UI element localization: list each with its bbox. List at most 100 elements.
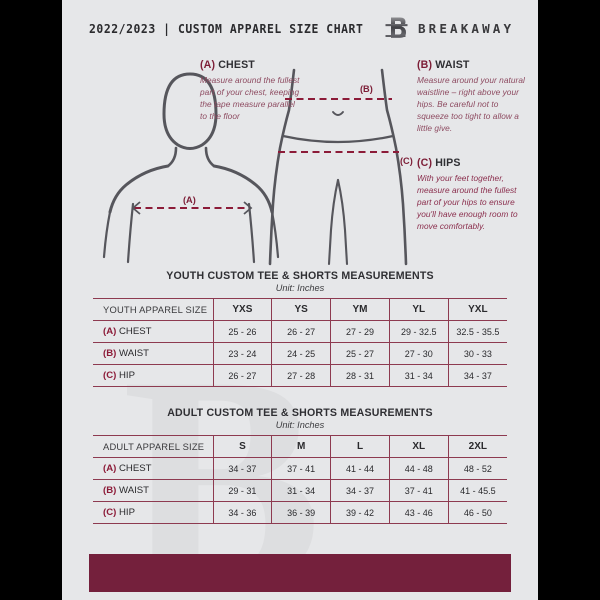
youth-row-hip-tag: (C) bbox=[103, 370, 117, 381]
adult-label-header: ADULT APPAREL SIZE bbox=[93, 435, 214, 458]
table-row: (C) HIP 26 - 27 27 - 28 28 - 31 31 - 34 … bbox=[93, 364, 507, 387]
adult-section-title: ADULT CUSTOM TEE & SHORTS MEASUREMENTS bbox=[167, 407, 433, 419]
adult-hip-xl: 43 - 46 bbox=[389, 501, 449, 524]
chest-measure-line bbox=[131, 201, 253, 215]
youth-chest-yxs: 25 - 26 bbox=[213, 320, 273, 343]
youth-hip-ym: 28 - 31 bbox=[330, 364, 390, 387]
callout-waist-body: Measure around your natural waistline – … bbox=[417, 75, 525, 133]
adult-header-row: ADULT APPAREL SIZE S M L XL 2XL bbox=[93, 435, 507, 458]
callout-chest-tag: (A) bbox=[200, 59, 216, 71]
brand-logo: BREAKAWAY bbox=[384, 14, 514, 42]
table-row: (B) WAIST 23 - 24 24 - 25 25 - 27 27 - 3… bbox=[93, 342, 507, 365]
youth-size-yxs: YXS bbox=[213, 298, 273, 321]
callout-hips: (C) HIPS With your feet together, measur… bbox=[417, 157, 529, 233]
adult-size-table: ADULT APPAREL SIZE S M L XL 2XL (A) CHES… bbox=[93, 435, 507, 524]
adult-hip-l: 39 - 42 bbox=[330, 501, 390, 524]
adult-row-waist-tag: (B) bbox=[103, 485, 117, 496]
adult-row-waist-label: (B) WAIST bbox=[93, 479, 214, 502]
youth-hip-ys: 27 - 28 bbox=[271, 364, 332, 387]
footer-bar bbox=[89, 554, 511, 592]
youth-section-title: YOUTH CUSTOM TEE & SHORTS MEASUREMENTS bbox=[166, 270, 434, 282]
adult-row-hip-label: (C) HIP bbox=[93, 501, 214, 524]
adult-hip-m: 36 - 39 bbox=[271, 501, 332, 524]
youth-label-header: YOUTH APPAREL SIZE bbox=[93, 298, 214, 321]
chest-marker-label: (A) bbox=[183, 195, 196, 205]
adult-chest-l: 41 - 44 bbox=[330, 457, 390, 480]
youth-section-unit: Unit: Inches bbox=[275, 283, 325, 293]
adult-row-chest-label: (A) CHEST bbox=[93, 457, 214, 480]
adult-row-waist-name: WAIST bbox=[119, 485, 150, 496]
adult-hip-s: 34 - 36 bbox=[213, 501, 273, 524]
adult-row-hip-tag: (C) bbox=[103, 507, 117, 518]
youth-row-hip-name: HIP bbox=[119, 370, 135, 381]
body-figures: (A) (B) bbox=[102, 68, 413, 266]
youth-size-ym: YM bbox=[330, 298, 390, 321]
table-row: (A) CHEST 34 - 37 37 - 41 41 - 44 44 - 4… bbox=[93, 457, 507, 480]
youth-header-row: YOUTH APPAREL SIZE YXS YS YM YL YXL bbox=[93, 298, 507, 321]
page-title: 2022/2023 | CUSTOM APPAREL SIZE CHART bbox=[89, 20, 364, 36]
adult-waist-xl: 37 - 41 bbox=[389, 479, 449, 502]
callout-chest: (A) CHEST Measure around the fullest par… bbox=[200, 59, 302, 123]
youth-hip-yxs: 26 - 27 bbox=[213, 364, 273, 387]
youth-hip-yl: 31 - 34 bbox=[389, 364, 449, 387]
youth-chest-ym: 27 - 29 bbox=[330, 320, 390, 343]
adult-chest-2xl: 48 - 52 bbox=[448, 457, 507, 480]
adult-row-hip-name: HIP bbox=[119, 507, 135, 518]
adult-chest-s: 34 - 37 bbox=[213, 457, 273, 480]
callout-waist: (B) WAIST Measure around your natural wa… bbox=[417, 59, 525, 135]
youth-hip-yxl: 34 - 37 bbox=[448, 364, 507, 387]
youth-chest-yl: 29 - 32.5 bbox=[389, 320, 449, 343]
youth-row-waist-label: (B) WAIST bbox=[93, 342, 214, 365]
youth-waist-yl: 27 - 30 bbox=[389, 342, 449, 365]
adult-size-2xl: 2XL bbox=[448, 435, 507, 458]
youth-waist-yxs: 23 - 24 bbox=[213, 342, 273, 365]
youth-row-waist-tag: (B) bbox=[103, 348, 117, 359]
waist-marker-label: (B) bbox=[360, 84, 373, 94]
youth-waist-ys: 24 - 25 bbox=[271, 342, 332, 365]
youth-row-waist-name: WAIST bbox=[119, 348, 150, 359]
callout-hips-name: HIPS bbox=[435, 157, 461, 169]
adult-size-s: S bbox=[213, 435, 273, 458]
youth-row-chest-label: (A) CHEST bbox=[93, 320, 214, 343]
callout-chest-name: CHEST bbox=[218, 59, 255, 71]
youth-size-ys: YS bbox=[271, 298, 332, 321]
page-header: 2022/2023 | CUSTOM APPAREL SIZE CHART BR… bbox=[62, 0, 538, 56]
youth-size-yxl: YXL bbox=[448, 298, 507, 321]
size-chart-page: B 2022/2023 | CUSTOM APPAREL SIZE CHART … bbox=[62, 0, 538, 600]
adult-size-l: L bbox=[330, 435, 390, 458]
adult-section-unit: Unit: Inches bbox=[275, 420, 325, 430]
breakaway-b-logo-icon bbox=[385, 17, 408, 38]
adult-chest-xl: 44 - 48 bbox=[389, 457, 449, 480]
youth-row-chest-name: CHEST bbox=[119, 326, 152, 337]
measurement-diagram: (A) (B) bbox=[62, 52, 538, 267]
youth-size-table: YOUTH APPAREL SIZE YXS YS YM YL YXL (A) … bbox=[93, 298, 507, 387]
adult-row-chest-tag: (A) bbox=[103, 463, 117, 474]
youth-row-chest-tag: (A) bbox=[103, 326, 117, 337]
adult-row-chest-name: CHEST bbox=[119, 463, 152, 474]
adult-waist-m: 31 - 34 bbox=[271, 479, 332, 502]
youth-chest-yxl: 32.5 - 35.5 bbox=[448, 320, 507, 343]
brand-name: BREAKAWAY bbox=[418, 20, 515, 36]
hips-marker-label: (C) bbox=[400, 156, 413, 166]
adult-waist-2xl: 41 - 45.5 bbox=[448, 479, 507, 502]
lower-body-figure-icon bbox=[268, 68, 408, 266]
youth-chest-ys: 26 - 27 bbox=[271, 320, 332, 343]
youth-size-yl: YL bbox=[389, 298, 449, 321]
callout-waist-name: WAIST bbox=[435, 59, 470, 71]
adult-section: ADULT CUSTOM TEE & SHORTS MEASUREMENTS U… bbox=[93, 407, 507, 524]
youth-waist-ym: 25 - 27 bbox=[330, 342, 390, 365]
table-row: (B) WAIST 29 - 31 31 - 34 34 - 37 37 - 4… bbox=[93, 479, 507, 502]
adult-waist-s: 29 - 31 bbox=[213, 479, 273, 502]
adult-size-xl: XL bbox=[389, 435, 449, 458]
callout-hips-body: With your feet together, measure around … bbox=[417, 173, 518, 231]
callout-waist-tag: (B) bbox=[417, 59, 433, 71]
youth-section: YOUTH CUSTOM TEE & SHORTS MEASUREMENTS U… bbox=[93, 270, 507, 387]
callout-hips-title: (C) HIPS bbox=[417, 157, 529, 169]
adult-hip-2xl: 46 - 50 bbox=[448, 501, 507, 524]
youth-row-hip-label: (C) HIP bbox=[93, 364, 214, 387]
adult-waist-l: 34 - 37 bbox=[330, 479, 390, 502]
callout-hips-tag: (C) bbox=[417, 157, 433, 169]
table-row: (C) HIP 34 - 36 36 - 39 39 - 42 43 - 46 … bbox=[93, 501, 507, 524]
callout-waist-title: (B) WAIST bbox=[417, 59, 525, 71]
callout-chest-title: (A) CHEST bbox=[200, 59, 302, 71]
